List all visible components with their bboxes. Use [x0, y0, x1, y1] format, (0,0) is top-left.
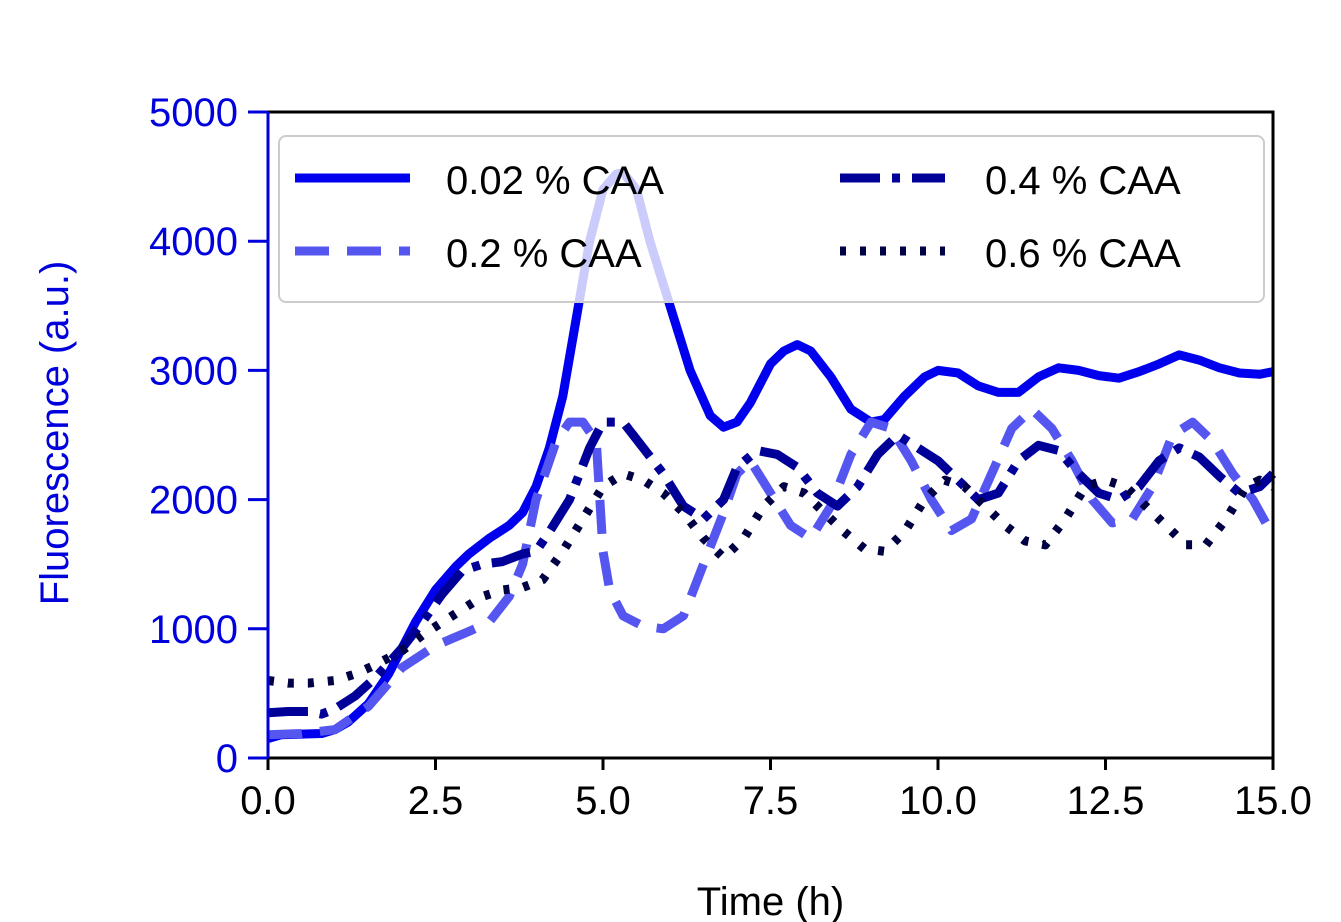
- x-tick-label: 5.0: [575, 779, 631, 823]
- x-tick-label: 2.5: [408, 779, 464, 823]
- x-tick-label: 10.0: [899, 779, 977, 823]
- series-layer: [266, 168, 1277, 743]
- y-tick-label: 5000: [149, 91, 238, 135]
- x-axis-title: Time (h): [697, 880, 844, 922]
- legend-label-0-6-caa: 0.6 % CAA: [985, 232, 1181, 276]
- legend-label-0-02-caa: 0.02 % CAA: [446, 159, 664, 203]
- y-tick-label: 2000: [149, 479, 238, 523]
- y-axis-title: Fluorescence (a.u.): [33, 261, 77, 606]
- y-tick-label: 1000: [149, 608, 238, 652]
- y-tick-label: 0: [216, 737, 238, 781]
- x-tick-label: 15.0: [1234, 779, 1312, 823]
- y-tick-label: 4000: [149, 220, 238, 264]
- series-line-0-6-caa: [267, 469, 1275, 688]
- legend-label-0-4-caa: 0.4 % CAA: [985, 159, 1181, 203]
- legend-box: [278, 135, 1265, 303]
- y-tick-label: 3000: [149, 349, 238, 393]
- legend: 0.02 % CAA 0.2 % CAA 0.4 % CAA 0.6 % CAA: [278, 135, 1265, 303]
- legend-label-0-2-caa: 0.2 % CAA: [446, 232, 642, 276]
- x-tick-label: 7.5: [743, 779, 799, 823]
- series-line-0-4-caa: [267, 417, 1277, 719]
- series-line-0-02-caa: [266, 168, 1274, 743]
- x-tick-label: 0.0: [240, 779, 296, 823]
- axes: 0.0 2.5 5.0 7.5 10.0 12.5 15.0 0 1000 2000 3000 400…: [149, 91, 1312, 823]
- series-line-0-2-caa: [267, 404, 1277, 740]
- x-tick-label: 12.5: [1067, 779, 1145, 823]
